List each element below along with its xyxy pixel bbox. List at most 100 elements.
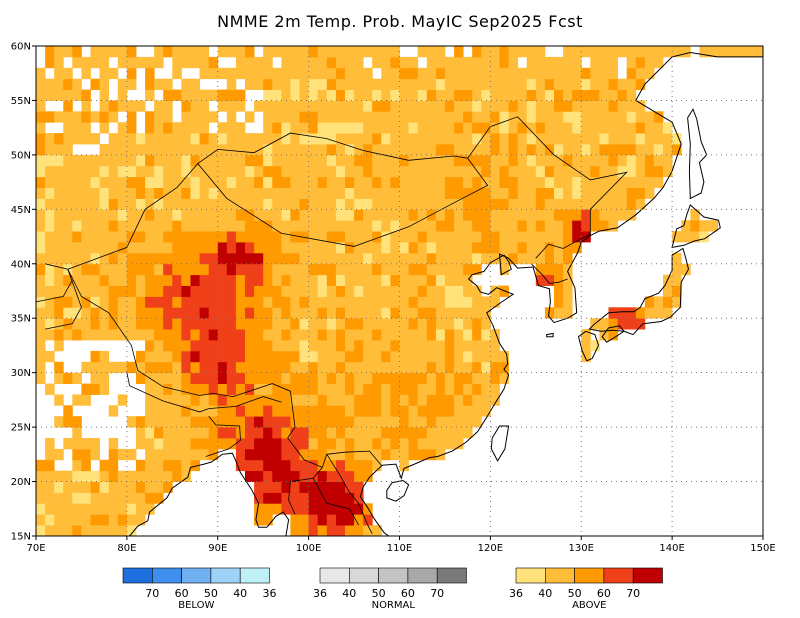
- probability-cell: [399, 176, 409, 188]
- probability-cell: [72, 46, 82, 58]
- probability-cell: [572, 46, 582, 58]
- probability-cell: [454, 133, 464, 145]
- probability-cell: [581, 220, 591, 232]
- probability-cell: [281, 144, 291, 156]
- probability-cell: [608, 220, 618, 232]
- probability-cell: [326, 427, 337, 439]
- probability-cell: [317, 438, 328, 450]
- probability-cell: [245, 296, 255, 308]
- probability-cell: [163, 481, 173, 493]
- probability-cell: [299, 231, 309, 243]
- probability-cell: [444, 427, 455, 439]
- probability-cell: [444, 187, 455, 199]
- probability-cell: [381, 220, 391, 232]
- probability-cell: [172, 176, 182, 188]
- probability-cell: [263, 122, 273, 134]
- probability-cell: [226, 231, 237, 243]
- probability-cell: [208, 340, 219, 352]
- probability-cell: [472, 372, 482, 384]
- hainan-coastline: [386, 479, 410, 502]
- probability-cell: [326, 525, 337, 537]
- probability-cell: [444, 78, 455, 90]
- probability-cell: [145, 383, 155, 395]
- probability-cell: [36, 144, 46, 156]
- probability-cell: [81, 67, 91, 80]
- probability-cell: [417, 187, 428, 199]
- probability-cell: [299, 459, 309, 472]
- probability-cell: [81, 318, 91, 330]
- probability-cell: [563, 285, 573, 297]
- probability-cell: [463, 383, 473, 395]
- probability-cell: [508, 67, 519, 80]
- probability-cell: [372, 361, 382, 374]
- probability-cell: [563, 154, 573, 167]
- probability-cell: [226, 187, 237, 199]
- probability-cell: [463, 361, 473, 374]
- probability-cell: [145, 56, 155, 69]
- probability-cell: [463, 394, 473, 406]
- probability-cell: [499, 111, 509, 123]
- probability-cell: [208, 383, 219, 395]
- probability-cell: [181, 165, 191, 178]
- probability-cell: [345, 111, 355, 123]
- probability-cell: [572, 144, 582, 156]
- probability-cell: [363, 361, 373, 374]
- probability-cell: [190, 209, 200, 221]
- probability-cell: [335, 318, 346, 330]
- probability-cell: [308, 263, 319, 276]
- probability-cell: [372, 296, 382, 308]
- probability-cell: [317, 340, 328, 352]
- probability-cell: [117, 394, 128, 406]
- probability-cell: [399, 154, 409, 167]
- probability-cell: [263, 165, 273, 178]
- probability-cell: [326, 448, 337, 461]
- probability-cell: [644, 154, 655, 167]
- probability-cell: [490, 198, 500, 210]
- probability-cell: [608, 198, 618, 210]
- probability-cell: [444, 438, 455, 450]
- probability-cell: [535, 122, 546, 134]
- probability-cell: [181, 361, 191, 374]
- probability-cell: [726, 46, 737, 58]
- probability-cell: [345, 263, 355, 276]
- probability-cell: [308, 481, 319, 493]
- probability-cell: [81, 525, 91, 537]
- probability-cell: [326, 252, 337, 265]
- probability-cell: [245, 252, 255, 265]
- probability-cell: [454, 372, 464, 384]
- probability-cell: [81, 470, 91, 482]
- probability-cell: [126, 416, 137, 428]
- probability-cell: [381, 144, 391, 156]
- probability-cell: [463, 122, 473, 134]
- probability-cell: [54, 144, 64, 156]
- lat-tick-label: 15N: [11, 532, 31, 543]
- probability-cell: [490, 296, 500, 308]
- probability-cell: [554, 307, 564, 319]
- probability-cell: [435, 122, 446, 134]
- probability-cell: [208, 296, 219, 308]
- probability-cell: [163, 252, 173, 265]
- probability-cell: [190, 144, 200, 156]
- probability-cell: [81, 198, 91, 210]
- probability-cell: [208, 263, 219, 276]
- probability-cell: [554, 111, 564, 123]
- probability-cell: [426, 187, 437, 199]
- probability-cell: [363, 133, 373, 145]
- lat-tick-label: 25N: [11, 423, 31, 434]
- probability-cell: [36, 133, 46, 145]
- probability-cell: [599, 89, 609, 101]
- probability-cell: [163, 296, 173, 308]
- probability-cell: [535, 198, 546, 210]
- probability-cell: [490, 394, 500, 406]
- probability-cell: [408, 427, 419, 439]
- probability-cell: [208, 318, 219, 330]
- probability-cell: [544, 111, 555, 123]
- probability-cell: [544, 122, 555, 134]
- probability-cell: [335, 427, 346, 439]
- probability-cell: [235, 416, 246, 428]
- probability-cell: [426, 372, 437, 384]
- probability-cell: [335, 438, 346, 450]
- probability-cell: [126, 220, 137, 232]
- probability-cell: [363, 111, 373, 123]
- probability-cell: [463, 242, 473, 254]
